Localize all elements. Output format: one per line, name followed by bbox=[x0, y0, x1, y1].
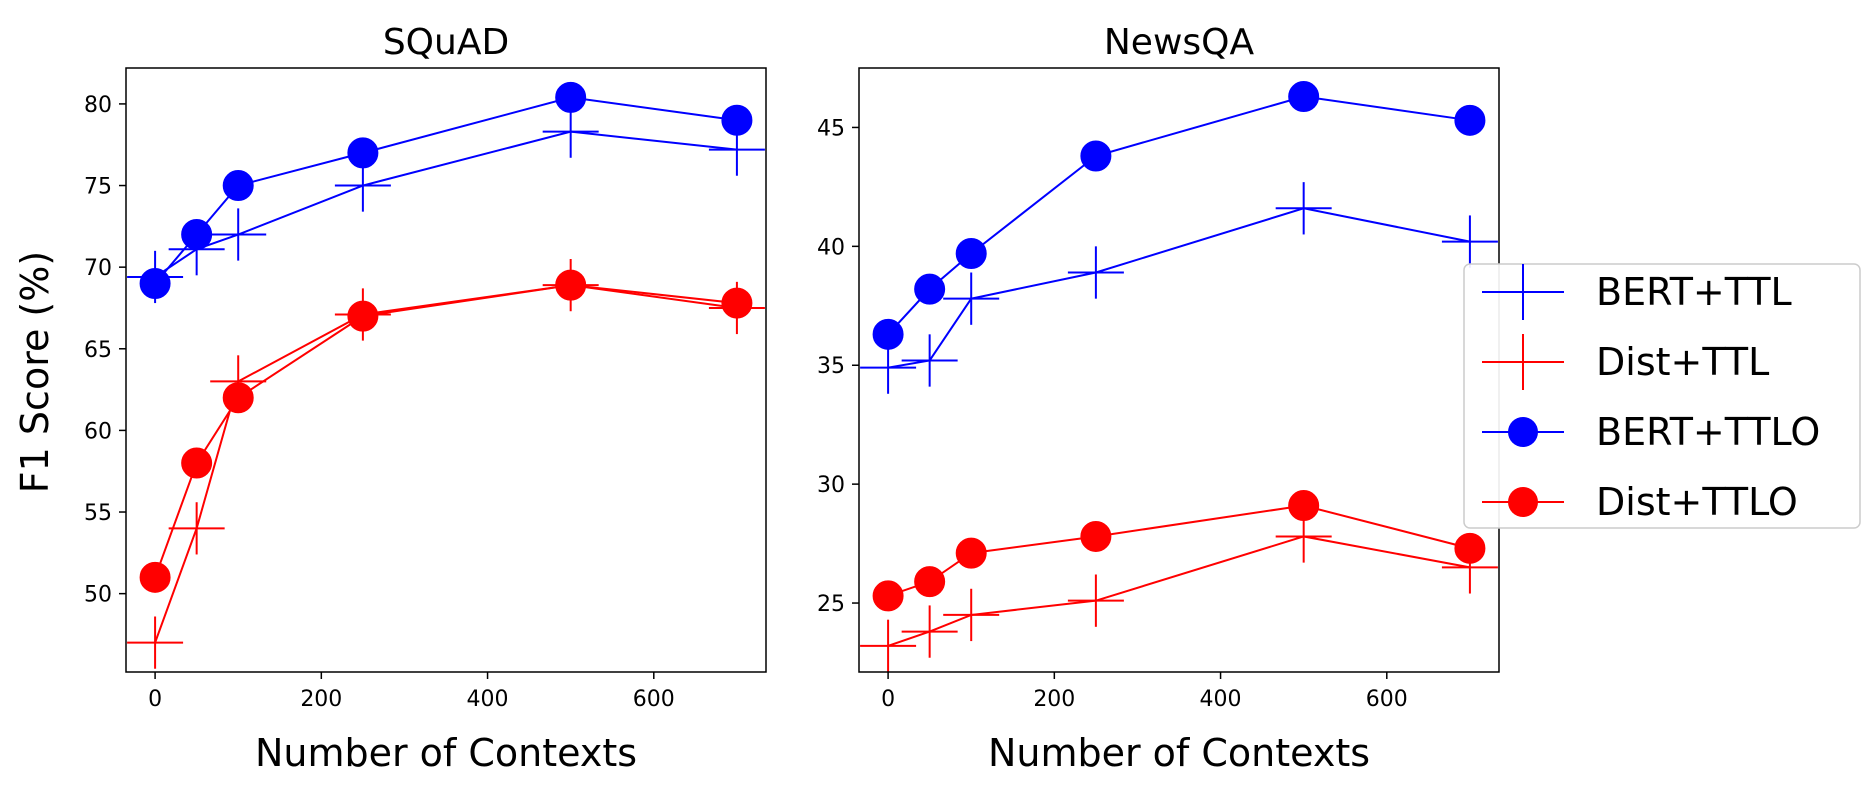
legend-label: Dist+TTLO bbox=[1596, 480, 1798, 524]
data-point bbox=[542, 105, 599, 158]
series-dist-ttlo bbox=[872, 490, 1486, 612]
legend-entry: BERT+TTLO bbox=[1482, 410, 1820, 454]
y-tick-label: 65 bbox=[84, 338, 112, 363]
x-tick-label: 400 bbox=[467, 687, 509, 712]
legend: BERT+TTL Dist+TTL BERT+TTLO Dist+TTLO bbox=[1463, 263, 1861, 529]
data-point bbox=[127, 616, 184, 669]
series-dist-ttl bbox=[127, 258, 765, 669]
series-bert-ttl bbox=[860, 182, 1498, 394]
series-bert-ttlo bbox=[139, 81, 753, 299]
legend-entry: Dist+TTLO bbox=[1482, 480, 1798, 524]
data-point bbox=[139, 561, 171, 593]
y-tick-label: 50 bbox=[84, 583, 112, 608]
data-point bbox=[1080, 140, 1112, 172]
x-tick-label: 400 bbox=[1200, 687, 1242, 712]
plot-area bbox=[860, 81, 1498, 672]
data-point bbox=[721, 287, 753, 319]
data-point bbox=[1067, 574, 1124, 627]
legend-label: BERT+TTLO bbox=[1596, 410, 1820, 454]
data-point bbox=[1288, 490, 1320, 522]
series-line bbox=[154, 284, 738, 643]
data-point bbox=[168, 502, 225, 555]
data-point bbox=[955, 537, 987, 569]
data-point bbox=[901, 334, 958, 387]
data-point bbox=[139, 267, 171, 299]
data-point bbox=[347, 137, 379, 169]
series-line bbox=[887, 535, 1471, 647]
y-tick-label: 35 bbox=[817, 354, 845, 379]
y-tick-label: 60 bbox=[84, 419, 112, 444]
y-tick-label: 40 bbox=[817, 235, 845, 260]
series-line bbox=[154, 284, 738, 578]
x-tick-label: 200 bbox=[300, 687, 342, 712]
x-axis-label: Number of Contexts bbox=[988, 731, 1370, 775]
data-point bbox=[1441, 215, 1498, 268]
data-point bbox=[872, 318, 904, 350]
data-point bbox=[555, 81, 587, 113]
y-tick-label: 80 bbox=[84, 93, 112, 118]
data-point bbox=[955, 237, 987, 269]
data-point bbox=[1454, 104, 1486, 136]
data-point bbox=[181, 447, 213, 479]
data-point bbox=[181, 219, 213, 251]
data-point bbox=[860, 341, 917, 394]
data-point bbox=[943, 272, 1000, 325]
legend-label: Dist+TTL bbox=[1596, 340, 1769, 384]
legend-label: BERT+TTL bbox=[1596, 270, 1792, 314]
data-point bbox=[914, 566, 946, 598]
data-point bbox=[914, 273, 946, 305]
y-tick-label: 30 bbox=[817, 473, 845, 498]
x-tick-label: 200 bbox=[1033, 687, 1075, 712]
plot-frame bbox=[858, 67, 1500, 673]
data-point bbox=[721, 104, 753, 136]
y-tick-label: 70 bbox=[84, 256, 112, 281]
legend-entry: BERT+TTL bbox=[1482, 264, 1792, 320]
y-tick-label: 75 bbox=[84, 175, 112, 200]
series-dist-ttl bbox=[860, 510, 1498, 672]
plot-newsqa: NewsQA 0 200 400 600 25 30 35 40 45 Number of Cont… bbox=[817, 22, 1500, 775]
series-line bbox=[154, 130, 738, 278]
legend-marker bbox=[1508, 487, 1538, 517]
data-point bbox=[860, 619, 917, 672]
x-tick-label: 0 bbox=[148, 687, 162, 712]
data-point bbox=[1275, 182, 1332, 235]
series-line bbox=[887, 207, 1471, 369]
data-point bbox=[210, 208, 267, 261]
x-axis-label: Number of Contexts bbox=[255, 731, 637, 775]
data-point bbox=[347, 300, 379, 332]
plot-frame bbox=[125, 67, 767, 673]
legend-frame bbox=[1463, 263, 1861, 529]
panel-title: NewsQA bbox=[1104, 22, 1255, 63]
data-point bbox=[943, 588, 1000, 642]
data-point bbox=[1454, 532, 1486, 564]
y-axis-label: F1 Score (%) bbox=[13, 251, 57, 493]
y-tick-label: 25 bbox=[817, 592, 845, 617]
series-dist-ttlo bbox=[139, 269, 753, 593]
data-point bbox=[555, 269, 587, 301]
y-tick-label: 45 bbox=[817, 116, 845, 141]
x-tick-label: 0 bbox=[881, 687, 895, 712]
data-point bbox=[1080, 520, 1112, 552]
x-tick-label: 600 bbox=[1366, 687, 1408, 712]
legend-entry: Dist+TTL bbox=[1482, 334, 1769, 390]
legend-marker bbox=[1508, 417, 1538, 447]
plot-squad: SQuAD 0 200 400 600 50 55 60 65 70 75 80 Number of C… bbox=[84, 22, 767, 775]
plot-area bbox=[127, 81, 765, 669]
panel-title: SQuAD bbox=[383, 22, 509, 63]
y-tick-label: 55 bbox=[84, 501, 112, 526]
x-tick-label: 600 bbox=[633, 687, 675, 712]
data-point bbox=[872, 580, 904, 612]
series-bert-ttlo bbox=[872, 81, 1486, 350]
data-point bbox=[901, 605, 958, 658]
data-point bbox=[1288, 81, 1320, 113]
data-point bbox=[1067, 246, 1124, 299]
data-point bbox=[222, 170, 254, 202]
data-point bbox=[222, 382, 254, 414]
